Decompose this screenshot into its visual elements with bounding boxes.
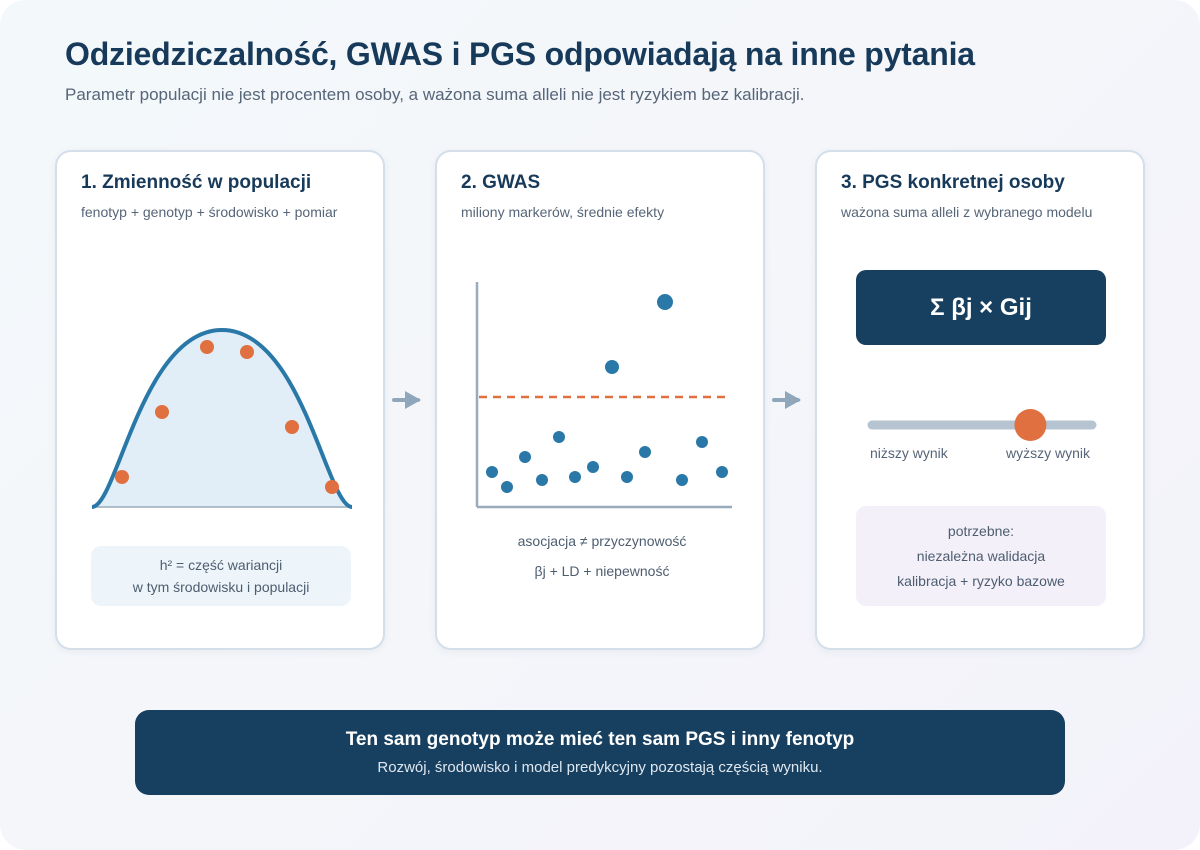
distribution-area [92,330,352,507]
page-subtitle: Parametr populacji nie jest procentem os… [65,85,805,104]
individual-point [115,470,129,484]
marker-point [536,474,548,486]
card-gwas: 2. GWAS miliony markerów, średnie efekty… [435,150,765,650]
individual-point [325,480,339,494]
slider-knob [1014,409,1047,441]
heritability-note: h² = część wariancji w tym środowisku i … [91,546,351,606]
marker-point [621,471,633,483]
gwas-caption: βj + LD + niepewność [534,563,670,579]
pgs-score-slider [867,409,1097,441]
note-line: h² = część wariancji [159,557,283,573]
card-title: 2. GWAS [461,172,541,193]
slider-low-label: niższy wynik [870,445,948,461]
page-title: Odziedziczalność, GWAS i PGS odpowiadają… [65,36,975,72]
individual-point [155,405,169,419]
marker-point [696,436,708,448]
card-subtitle: ważona suma alleli z wybranego modelu [841,204,1093,220]
significant-marker-point [657,294,673,310]
marker-point [639,446,651,458]
pgs-formula: Σ βj × Gij [856,270,1106,345]
marker-point [716,466,728,478]
marker-point [486,466,498,478]
gwas-scatter-figure [475,282,732,509]
conclusion-banner: Ten sam genotyp może mieć ten sam PGS i … [135,710,1065,795]
individual-point [285,420,299,434]
slider-high-label: wyższy wynik [1006,445,1091,461]
arrow-right-icon [772,391,801,409]
card-subtitle: fenotyp + genotyp + środowisko + pomiar [81,204,338,220]
marker-point [553,431,565,443]
requirements-note: potrzebne: niezależna walidacja kalibrac… [856,506,1106,606]
note-line: w tym środowisku i populacji [132,579,310,595]
significant-marker-point [605,360,619,374]
marker-point [519,451,531,463]
note-line: potrzebne: [947,522,1015,539]
marker-point [676,474,688,486]
individual-point [240,345,254,359]
card-title: 3. PGS konkretnej osoby [841,172,1065,193]
marker-point [569,471,581,483]
card-subtitle: miliony markerów, średnie efekty [461,204,665,220]
arrow-right-icon [392,391,421,409]
distribution-curve [91,327,353,509]
card-title: 1. Zmienność w populacji [81,172,312,193]
distribution-curve-figure [91,327,353,509]
individual-point [200,340,214,354]
note-line: kalibracja + ryzyko bazowe [897,572,1065,589]
banner-title: Ten sam genotyp może mieć ten sam PGS i … [345,729,855,750]
card-population-variation: 1. Zmienność w populacji fenotyp + genot… [55,150,385,650]
banner-subtitle: Rozwój, środowisko i model predykcyjny p… [377,759,823,776]
gwas-caption: asocjacja ≠ przyczynowość [517,533,687,549]
note-line: niezależna walidacja [916,547,1046,564]
card-pgs: 3. PGS konkretnej osoby ważona suma alle… [815,150,1145,650]
marker-point [587,461,599,473]
marker-point [501,481,513,493]
